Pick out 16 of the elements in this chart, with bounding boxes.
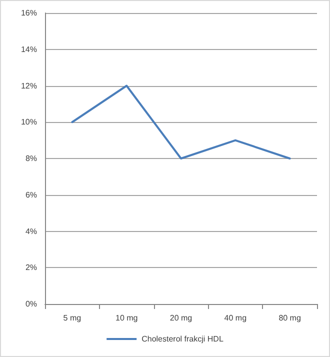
x-tick-label: 20 mg (170, 314, 192, 322)
y-tick-label: 16% (20, 8, 37, 18)
y-tick-label: 4% (25, 226, 37, 236)
y-tick-label: 2% (25, 263, 37, 272)
x-tick-label: 80 mg (278, 314, 301, 322)
y-tick-label: 10% (20, 118, 37, 127)
x-tick-label: 10 mg (115, 314, 138, 322)
y-tick-label: 12% (20, 81, 37, 90)
y-tick-label: 14% (20, 44, 37, 54)
x-tick-label: 40 mg (224, 314, 247, 322)
y-tick-label: 8% (25, 154, 37, 163)
y-tick-label: 0% (25, 300, 37, 308)
legend-label: Cholesterol frakcji HDL (142, 334, 224, 344)
y-tick-label: 6% (25, 190, 37, 200)
x-tick-label: 5 mg (63, 314, 82, 322)
line-series (71, 84, 291, 160)
